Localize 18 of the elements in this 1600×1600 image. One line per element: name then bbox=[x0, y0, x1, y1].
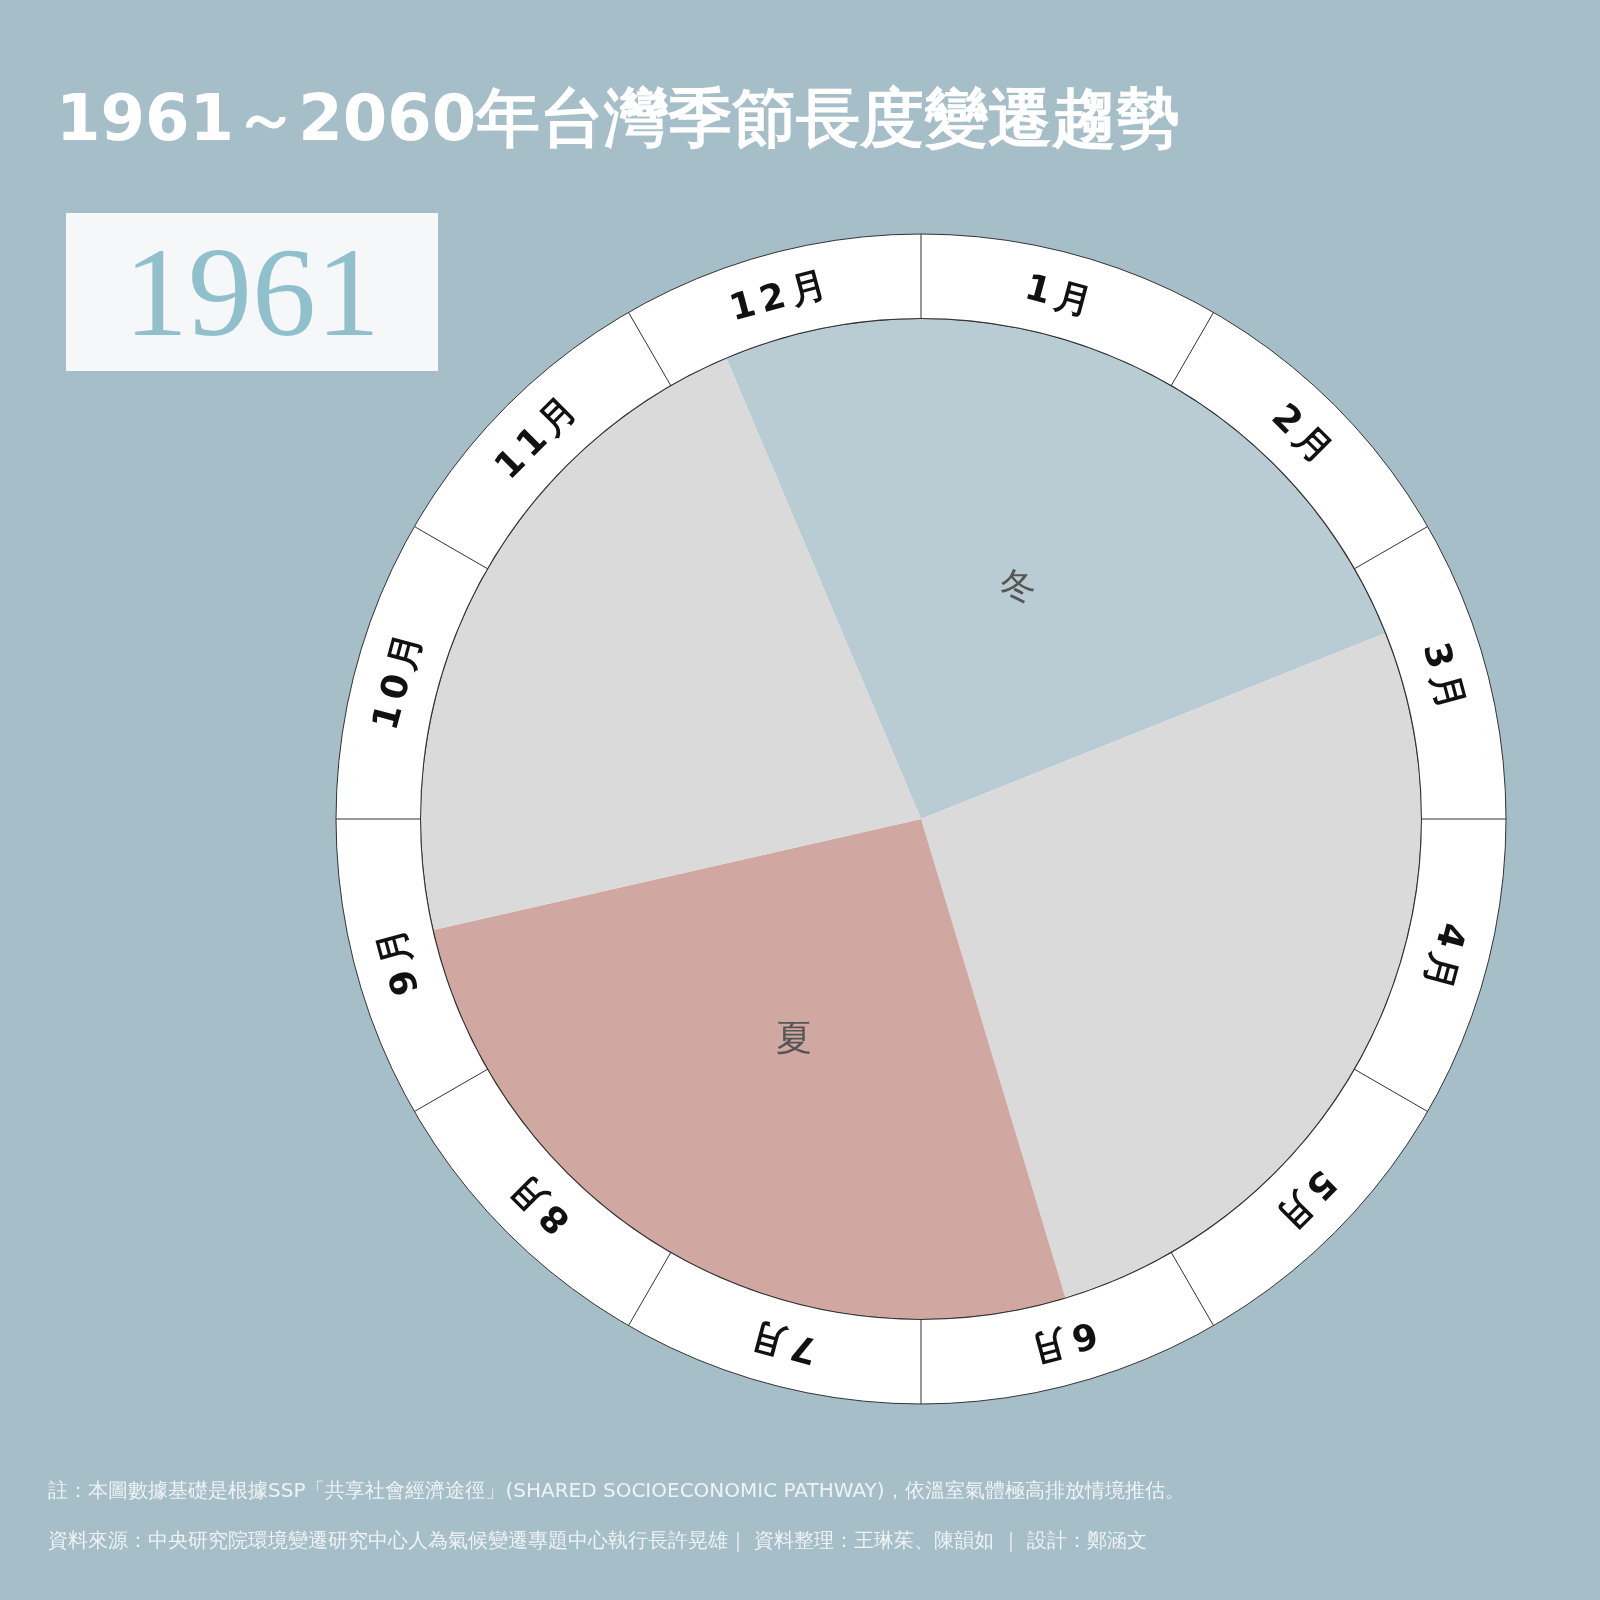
slice-label: 夏 bbox=[775, 1017, 812, 1059]
text: 註：本圖數據基礎是根據SSP「共享社會經濟途徑」(SHARED SOCIOECONOMIC PATHWAY)，依溫室氣體極高排放情境推估。 bbox=[48, 1477, 1185, 1504]
text: 6月 bbox=[1020, 1313, 1102, 1373]
text: 11月 bbox=[486, 384, 589, 487]
text: 1月 bbox=[1020, 265, 1102, 325]
text: 10月 bbox=[363, 623, 431, 735]
slice-label: 冬 bbox=[1000, 565, 1037, 606]
text: 12月 bbox=[725, 261, 837, 329]
chart-title: 1961～2060年台灣季節長度變遷趨勢 bbox=[56, 80, 1181, 157]
text: 2月 bbox=[1264, 395, 1345, 476]
text: 9月 bbox=[367, 918, 427, 1000]
text: 7月 bbox=[740, 1313, 822, 1373]
chart-subtitle: 1961 bbox=[66, 213, 438, 371]
text: 3月 bbox=[1415, 638, 1475, 720]
source-note: 資料來源：中央研究院環境變遷研究中心人為氣候變遷專題中心執行長許晃雄｜ 資料整理：王琳茱、陳韻如 ｜ 設計：鄭涵文 bbox=[48, 1527, 1149, 1554]
text: 5月 bbox=[1264, 1162, 1345, 1243]
text: 4月 bbox=[1415, 918, 1475, 1000]
text: 8月 bbox=[497, 1162, 578, 1243]
